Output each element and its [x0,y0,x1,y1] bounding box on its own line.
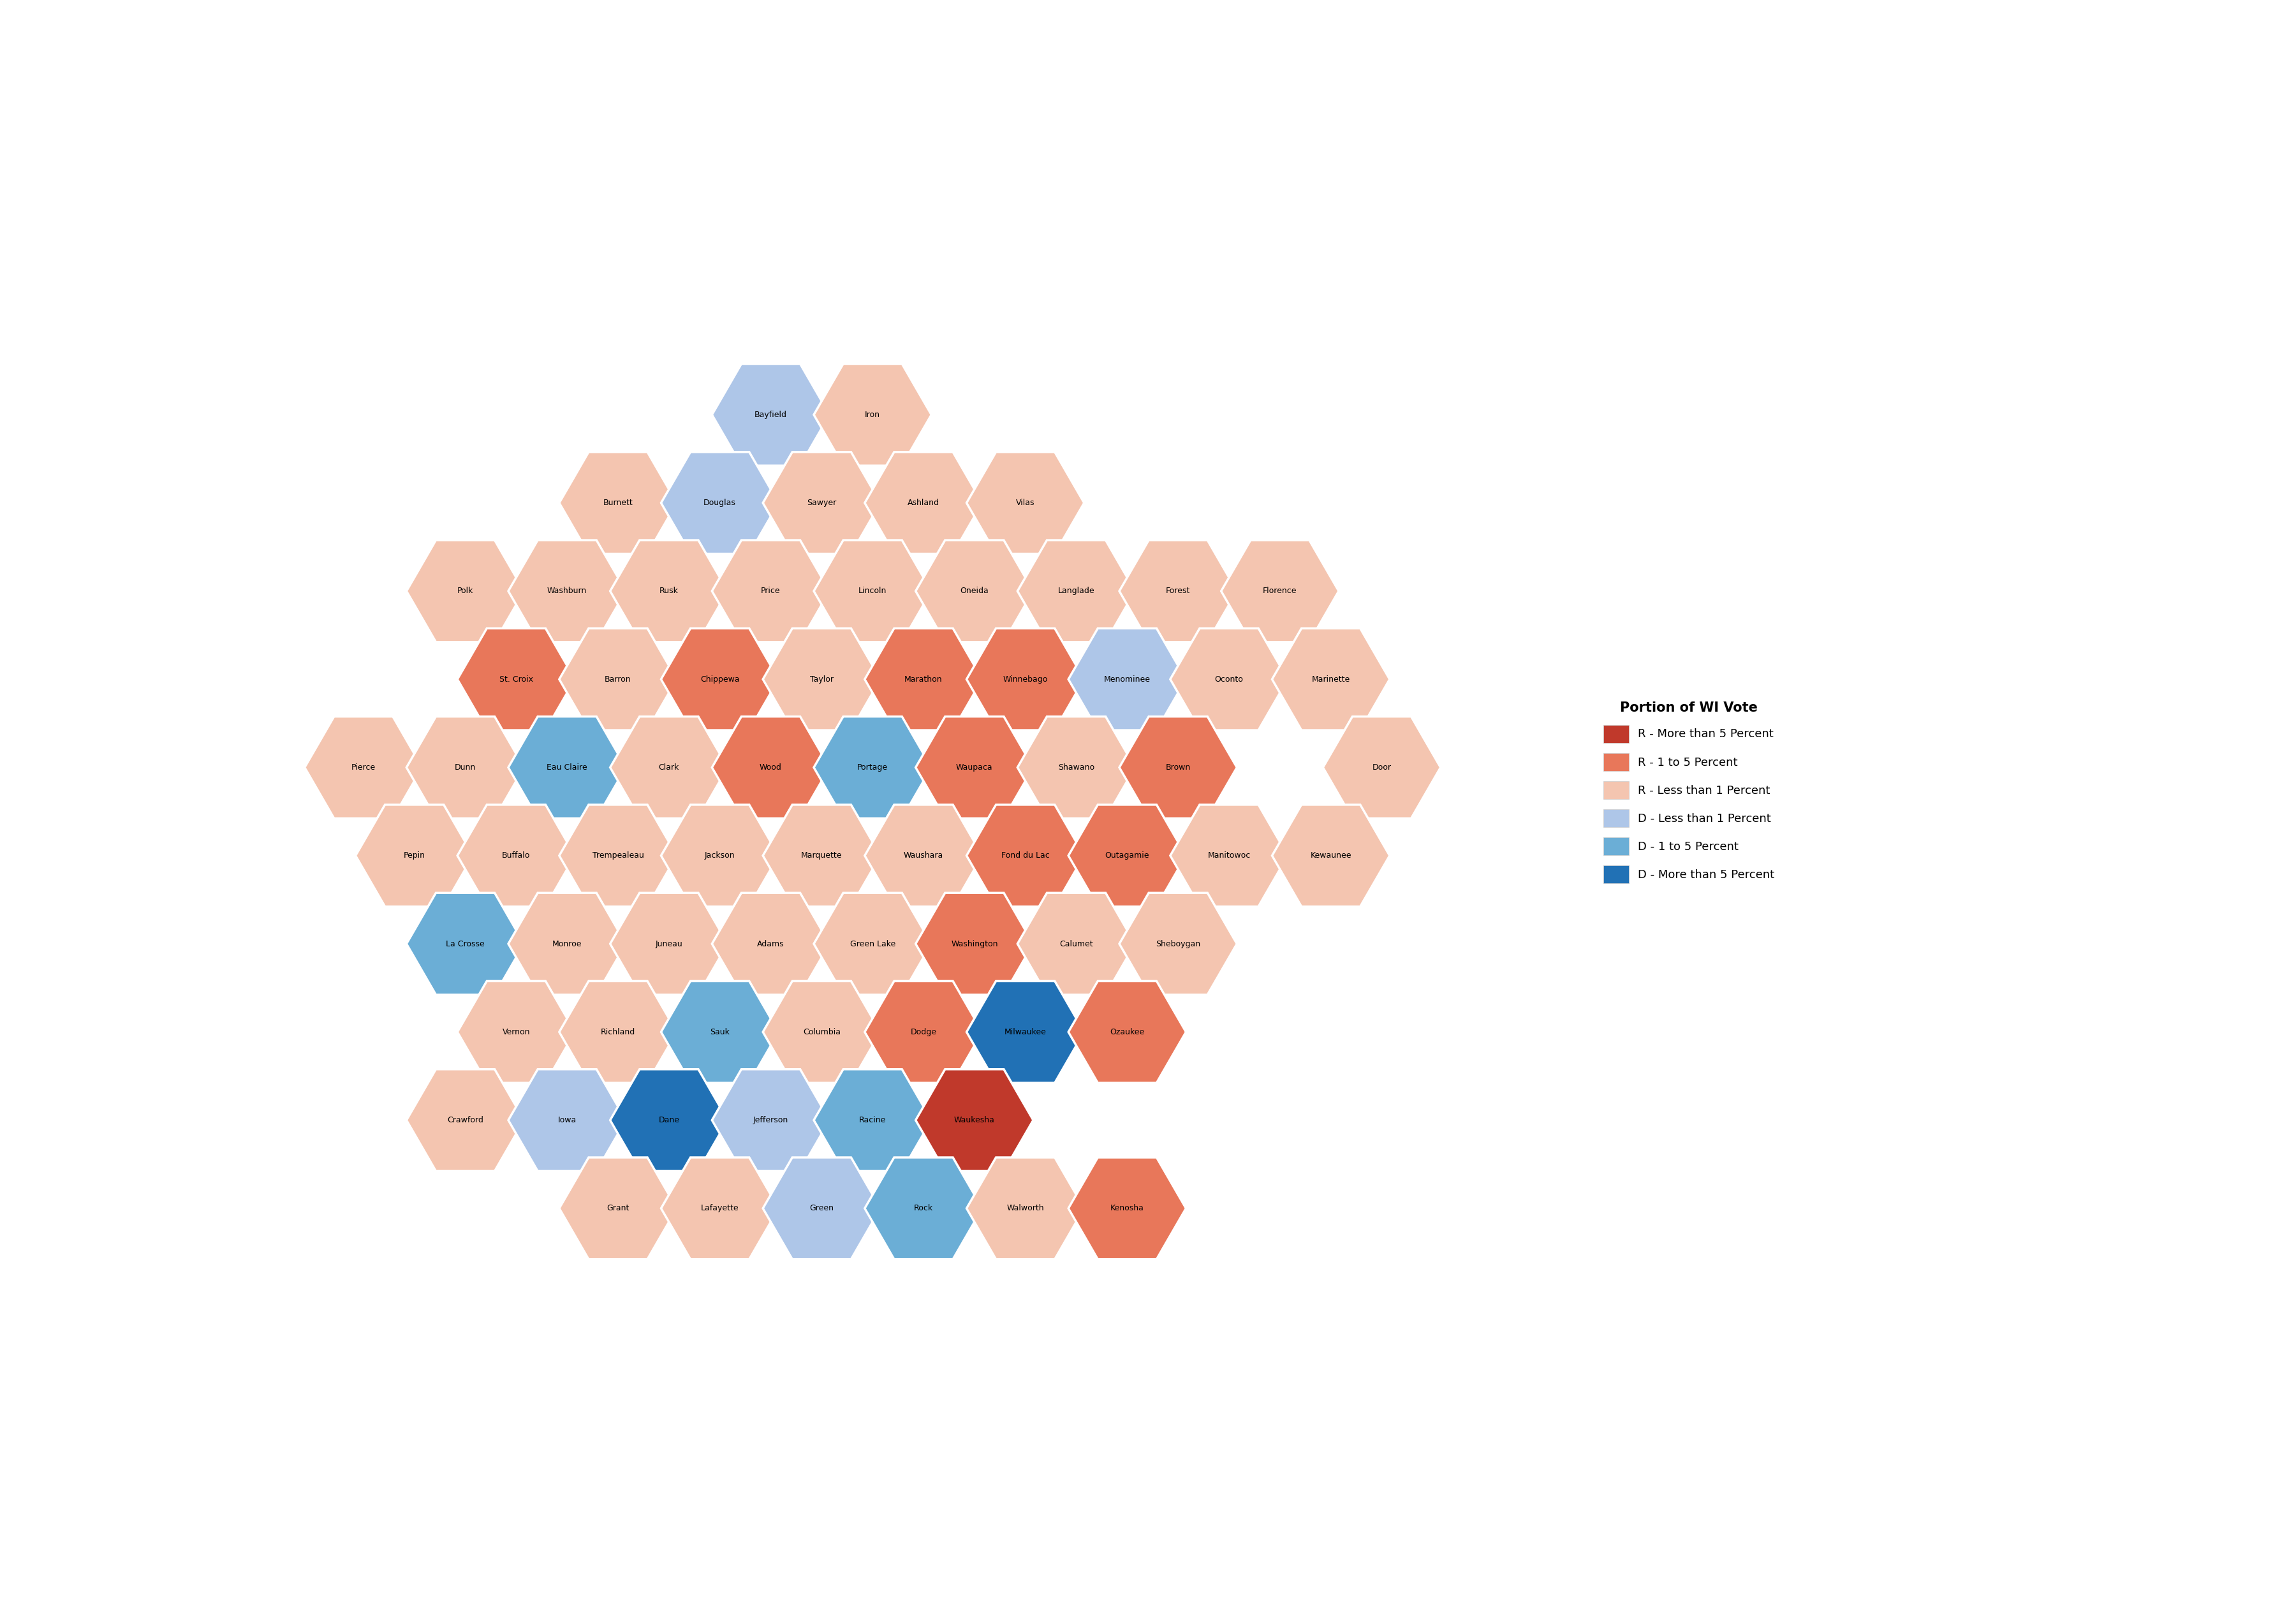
Text: Green: Green [810,1204,833,1213]
Text: Lafayette: Lafayette [700,1204,739,1213]
Text: Fond du Lac: Fond du Lac [1001,852,1049,860]
Text: Vilas: Vilas [1015,498,1035,508]
Text: Menominee: Menominee [1104,675,1150,683]
Text: Brown: Brown [1166,763,1192,771]
Text: Milwaukee: Milwaukee [1003,1028,1047,1037]
Text: Rusk: Rusk [659,587,677,595]
Text: Sauk: Sauk [709,1028,730,1037]
Text: St. Croix: St. Croix [498,675,533,683]
Text: Dodge: Dodge [912,1028,937,1037]
Text: Wood: Wood [760,763,783,771]
Text: Ozaukee: Ozaukee [1109,1028,1143,1037]
Legend: R - More than 5 Percent, R - 1 to 5 Percent, R - Less than 1 Percent, D - Less t: R - More than 5 Percent, R - 1 to 5 Perc… [1591,691,1786,895]
Text: Columbia: Columbia [804,1028,840,1037]
Text: Marathon: Marathon [905,675,944,683]
Text: Kenosha: Kenosha [1111,1204,1143,1213]
Text: Juneau: Juneau [654,940,682,948]
Text: Waushara: Waushara [905,852,944,860]
Text: Waupaca: Waupaca [955,763,992,771]
Text: Calumet: Calumet [1058,940,1093,948]
Text: Kewaunee: Kewaunee [1311,852,1352,860]
Text: Chippewa: Chippewa [700,675,739,683]
Text: Adams: Adams [758,940,785,948]
Text: Bayfield: Bayfield [755,410,788,419]
Text: Polk: Polk [457,587,473,595]
Text: Walworth: Walworth [1006,1204,1045,1213]
Text: Waukesha: Waukesha [955,1115,994,1125]
Text: Douglas: Douglas [703,498,737,508]
Text: Buffalo: Buffalo [503,852,530,860]
Text: Washington: Washington [951,940,999,948]
Text: Barron: Barron [604,675,631,683]
Text: Dunn: Dunn [455,763,475,771]
Text: Marinette: Marinette [1311,675,1350,683]
Text: Langlade: Langlade [1058,587,1095,595]
Text: Monroe: Monroe [553,940,581,948]
Text: Trempealeau: Trempealeau [592,852,643,860]
Text: Forest: Forest [1166,587,1189,595]
Text: Crawford: Crawford [448,1115,484,1125]
Text: Racine: Racine [859,1115,886,1125]
Text: Marquette: Marquette [801,852,843,860]
Text: Jackson: Jackson [705,852,735,860]
Text: Sheboygan: Sheboygan [1155,940,1201,948]
Text: Ashland: Ashland [907,498,939,508]
Text: Jefferson: Jefferson [753,1115,788,1125]
Text: Vernon: Vernon [503,1028,530,1037]
Text: Dane: Dane [659,1115,680,1125]
Text: Taylor: Taylor [810,675,833,683]
Text: Winnebago: Winnebago [1003,675,1047,683]
Text: Door: Door [1373,763,1391,771]
Text: Oconto: Oconto [1215,675,1244,683]
Text: Green Lake: Green Lake [850,940,895,948]
Text: Rock: Rock [914,1204,932,1213]
Text: Portage: Portage [856,763,889,771]
Text: Richland: Richland [602,1028,636,1037]
Text: La Crosse: La Crosse [445,940,484,948]
Text: Eau Claire: Eau Claire [546,763,588,771]
Text: Iron: Iron [866,410,879,419]
Text: Pepin: Pepin [404,852,425,860]
Text: Iowa: Iowa [558,1115,576,1125]
Text: Price: Price [760,587,781,595]
Text: Shawano: Shawano [1058,763,1095,771]
Text: Burnett: Burnett [604,498,634,508]
Text: Outagamie: Outagamie [1104,852,1150,860]
Text: Clark: Clark [659,763,680,771]
Text: Manitowoc: Manitowoc [1208,852,1251,860]
Text: Lincoln: Lincoln [859,587,886,595]
Text: Washburn: Washburn [546,587,588,595]
Text: Oneida: Oneida [960,587,990,595]
Text: Grant: Grant [606,1204,629,1213]
Text: Sawyer: Sawyer [806,498,836,508]
Text: Florence: Florence [1263,587,1297,595]
Text: Pierce: Pierce [351,763,377,771]
